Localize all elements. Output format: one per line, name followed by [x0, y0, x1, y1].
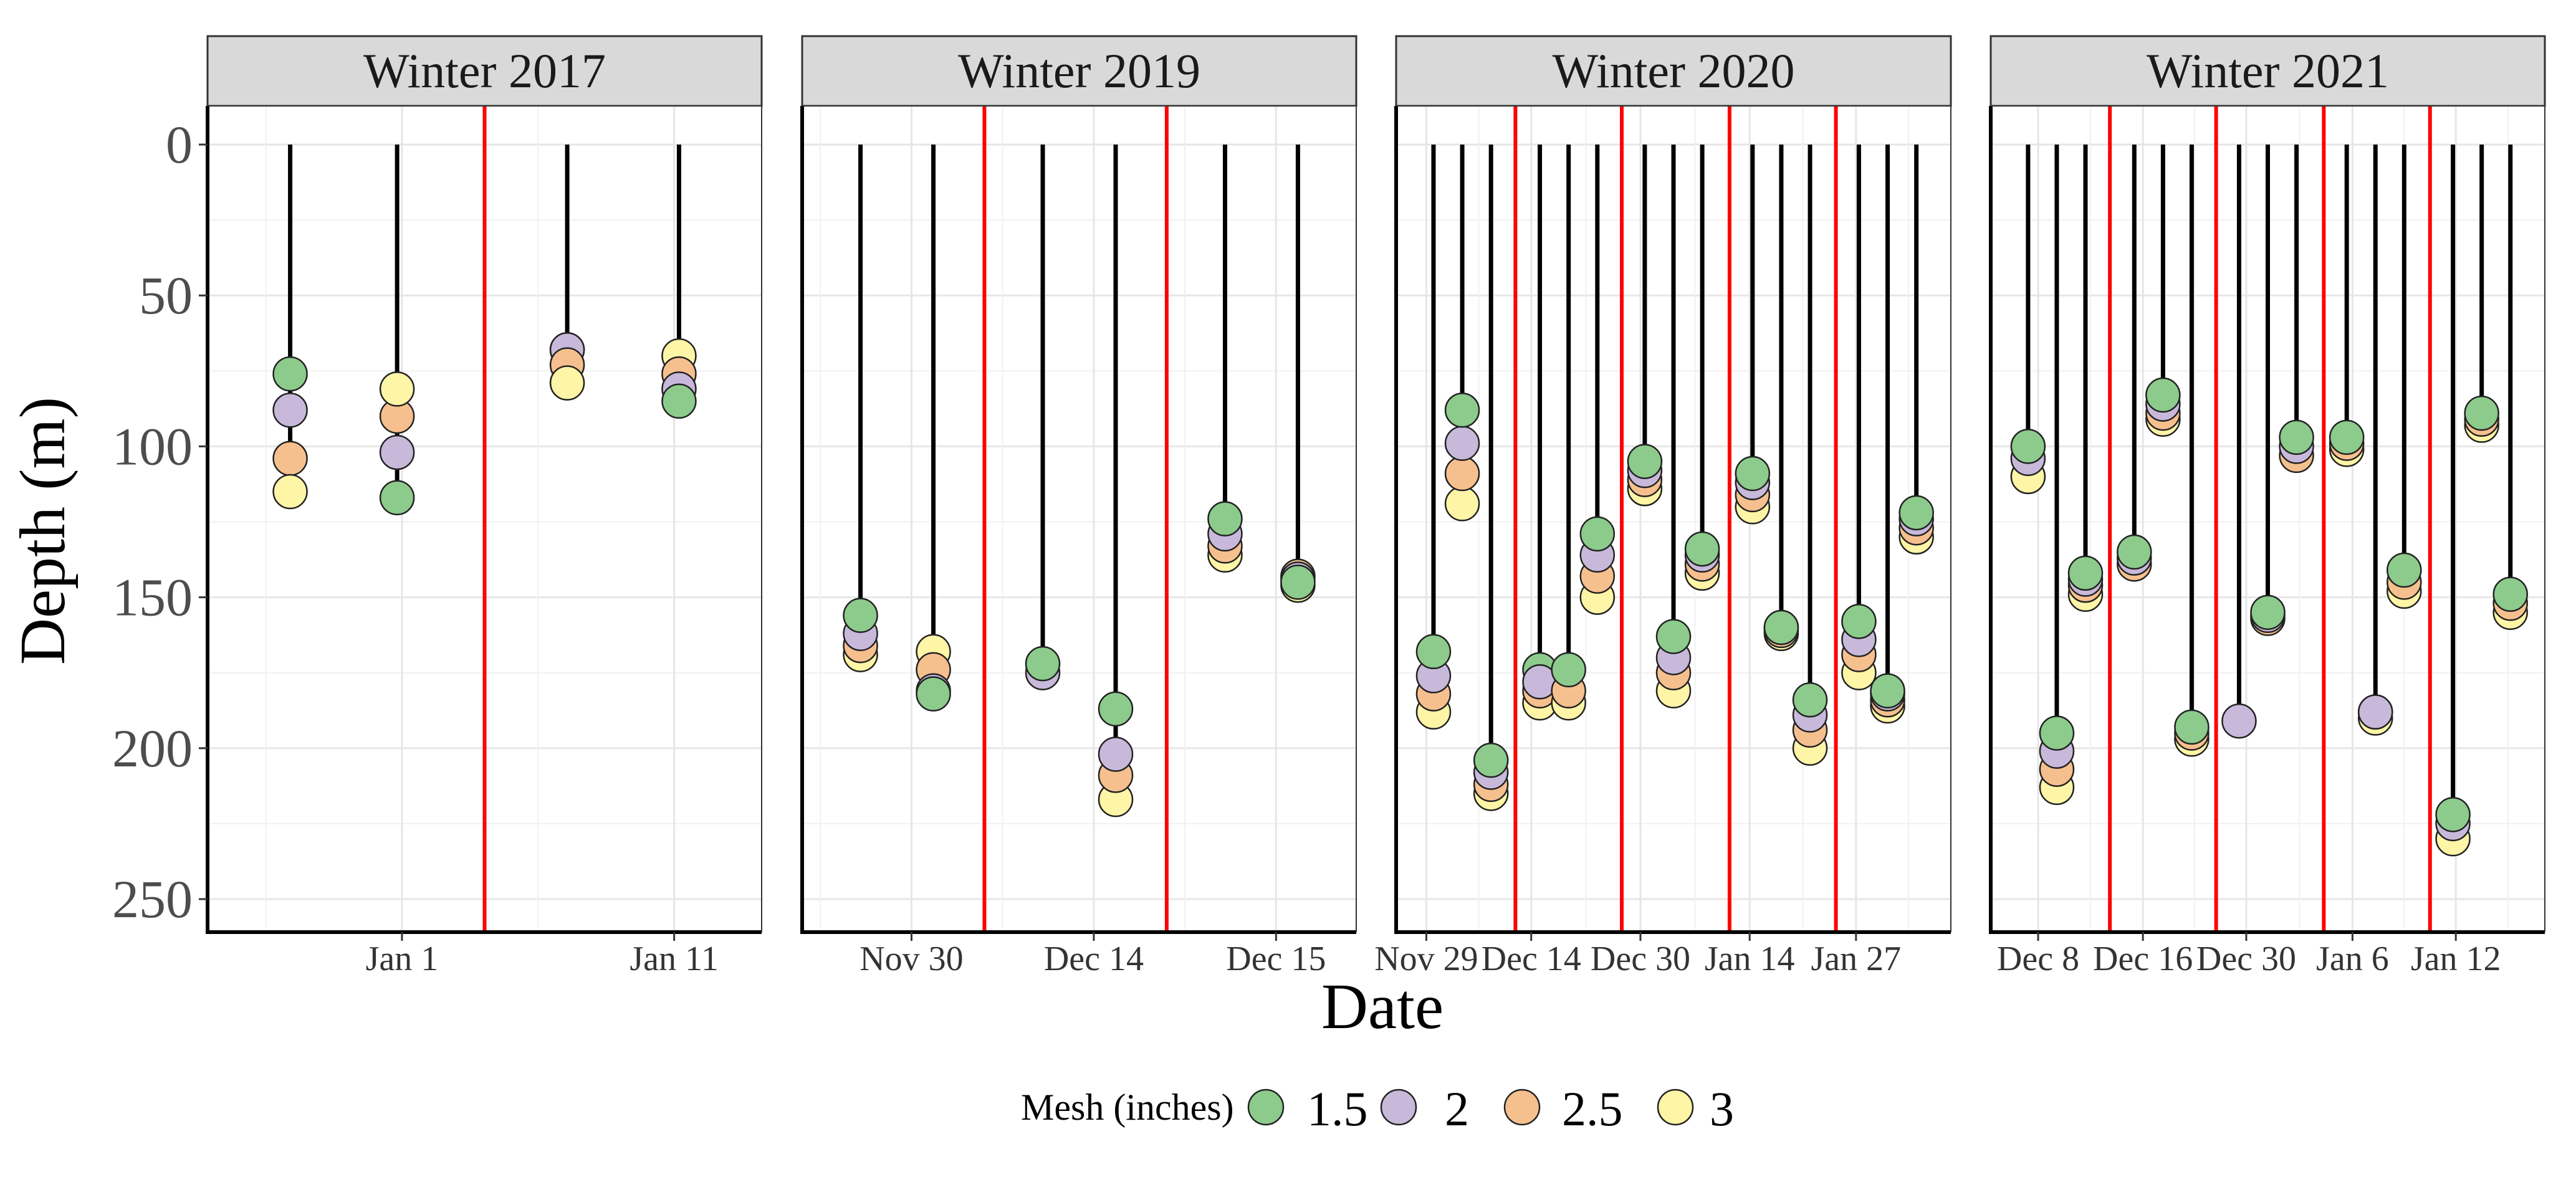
panel-strip: [801, 35, 1357, 107]
y-tick-label: 50: [139, 265, 193, 325]
mesh-point-3: [379, 371, 415, 407]
mesh-point-2: [1444, 426, 1480, 461]
mesh-point-3: [549, 365, 585, 401]
mesh-point-1-5: [1473, 742, 1509, 778]
panel-title: Winter 2020: [1553, 44, 1795, 98]
panel: Winter 2020 Nov 29 Dec 14 Dec 30 Jan 14 Jan 2…: [1374, 35, 1952, 978]
y-tick-label: 150: [112, 568, 193, 627]
mesh-point-1-5: [2387, 552, 2422, 588]
x-tick-label: Jan 14: [1705, 940, 1795, 978]
legend-swatch-2: [1380, 1089, 1417, 1126]
mesh-point-1-5: [2067, 555, 2104, 591]
mesh-point-1-5: [1444, 393, 1480, 428]
x-tick-label: Nov 30: [859, 940, 963, 978]
mesh-point-1-5: [2117, 534, 2152, 570]
x-tick-label: Jan 6: [2316, 940, 2389, 978]
legend-label: 2.5: [1562, 1082, 1623, 1136]
plot-area: [802, 106, 1356, 932]
panel: Winter 2017 Jan 1 Jan 11 0 50 100 150 200 250: [112, 35, 763, 978]
mesh-point-1-5: [2250, 594, 2286, 631]
mesh-point-1-5: [1280, 565, 1316, 600]
mesh-point-1-5: [1735, 455, 1771, 492]
mesh-point-3: [272, 474, 308, 510]
mesh-point-1-5: [1098, 691, 1134, 727]
y-tick-label: 250: [112, 869, 193, 929]
mesh-point-2: [1098, 736, 1134, 772]
y-tick-label: 200: [112, 718, 193, 778]
y-axis-label: Depth (m): [7, 397, 79, 665]
legend-label: 3: [1710, 1082, 1734, 1136]
x-tick-label: Dec 14: [1482, 940, 1581, 978]
legend-label: 1.5: [1307, 1082, 1368, 1136]
mesh-point-1-5: [1655, 619, 1692, 654]
mesh-point-1-5: [1627, 444, 1663, 479]
mesh-point-1-5: [379, 480, 415, 515]
mesh-point-1-5: [1551, 652, 1586, 688]
mesh-point-1-5: [1763, 609, 1799, 646]
mesh-point-1-5: [1792, 682, 1828, 718]
x-tick-label: Dec 30: [1591, 940, 1690, 978]
mesh-point-1-5: [1898, 495, 1934, 531]
legend-label: 2: [1445, 1082, 1469, 1136]
mesh-point-1-5: [1841, 604, 1877, 639]
mesh-point-2: [379, 434, 415, 470]
x-tick-label: Jan 11: [630, 940, 719, 978]
mesh-point-1-5: [2329, 419, 2365, 455]
mesh-point-1-5: [2279, 419, 2314, 455]
mesh-point-1-5: [661, 383, 697, 419]
legend-swatch-1-5: [1247, 1089, 1285, 1126]
mesh-point-2: [272, 393, 308, 428]
panel-strip: [206, 35, 763, 107]
mesh-point-1-5: [2039, 715, 2075, 751]
mesh-point-2: [2221, 703, 2257, 739]
x-tick-label: Dec 15: [1226, 940, 1326, 978]
mesh-point-1-5: [1870, 673, 1905, 709]
x-tick-label: Jan 12: [2411, 940, 2501, 978]
mesh-point-3: [1444, 486, 1480, 522]
mesh-point-1-5: [916, 676, 951, 712]
mesh-point-1-5: [1207, 501, 1243, 536]
panel-title: Winter 2017: [363, 44, 606, 98]
mesh-point-1-5: [272, 356, 308, 392]
mesh-point-2: [2357, 694, 2393, 730]
mesh-point-1-5: [2174, 709, 2210, 745]
panel-strip: [1989, 35, 2546, 107]
x-tick-label: Dec 14: [1044, 940, 1144, 978]
legend: Mesh (inches) 1.5 2 2.5 3: [1021, 1082, 1734, 1136]
mesh-point-1-5: [1415, 634, 1452, 670]
x-tick-label: Jan 1: [366, 940, 439, 978]
legend-title: Mesh (inches): [1021, 1087, 1234, 1128]
mesh-point-1-5: [2435, 797, 2471, 832]
panel-title: Winter 2021: [2147, 44, 2389, 98]
panel: Winter 2021 Dec 8 Dec 16 Dec 30 Jan 6 Jan 12: [1989, 35, 2546, 978]
y-tick-label: 0: [166, 115, 193, 174]
legend-swatch-3: [1657, 1089, 1694, 1126]
x-tick-label: Jan 27: [1811, 940, 1901, 978]
mesh-point-1-5: [1579, 516, 1616, 552]
mesh-point-1-5: [843, 598, 878, 633]
mesh-point-2-5: [1444, 455, 1480, 492]
mesh-point-1-5: [1025, 646, 1061, 682]
panel-title: Winter 2019: [958, 44, 1200, 98]
x-tick-label: Dec 30: [2196, 940, 2296, 978]
mesh-point-1-5: [2492, 576, 2528, 612]
x-tick-label: Dec 8: [1997, 940, 2079, 978]
y-tick-label: 100: [112, 416, 193, 476]
mesh-point-1-5: [2010, 429, 2046, 464]
mesh-point-2-5: [272, 441, 308, 477]
x-tick-label: Nov 29: [1374, 940, 1478, 978]
mesh-point-1-5: [2145, 377, 2181, 413]
legend-swatch-2-5: [1503, 1089, 1541, 1126]
x-tick-label: Dec 16: [2093, 940, 2193, 978]
mesh-point-1-5: [1684, 531, 1720, 567]
mesh-point-1-5: [2464, 395, 2499, 431]
x-axis-label: Date: [1321, 971, 1444, 1042]
panel: Winter 2019 Nov 30 Dec 14 Dec 15: [800, 35, 1357, 978]
